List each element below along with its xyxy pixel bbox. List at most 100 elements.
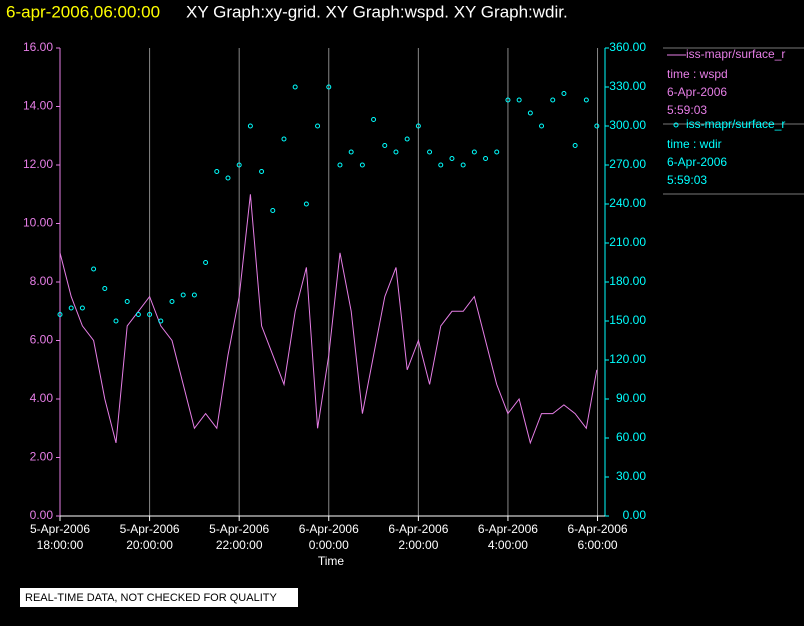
wspd-line <box>59 194 598 445</box>
wdir-point <box>214 169 220 174</box>
y-tick-label: 0.00 <box>30 508 54 522</box>
wdir-point <box>91 266 97 272</box>
title-time: 6-apr-2006,06:00:00 <box>6 2 160 21</box>
wdir-point <box>583 97 589 103</box>
wdir-point <box>68 305 74 311</box>
x-tick-label: 6-Apr-2006 <box>568 522 628 536</box>
wdir-point <box>471 149 477 155</box>
wdir-point <box>57 312 63 317</box>
wdir-point <box>203 260 209 265</box>
wdir-point <box>483 156 489 161</box>
wdir-point <box>572 143 578 148</box>
wdir-point <box>147 312 153 317</box>
wdir-point <box>438 162 444 168</box>
wdir-point <box>158 318 164 324</box>
y-tick-label: 16.00 <box>23 40 53 54</box>
wdir-point <box>337 162 343 168</box>
wdir-point <box>393 149 399 155</box>
y2-tick-label: 330.00 <box>609 79 646 93</box>
legend-detail: 6-Apr-2006 <box>667 155 727 169</box>
y2-tick-label: 270.00 <box>609 157 646 171</box>
x-axis-label: Time <box>318 554 345 568</box>
legend-detail: 6-Apr-2006 <box>667 85 727 99</box>
x-tick-label: 6-Apr-2006 <box>388 522 448 536</box>
wdir-point <box>281 136 287 142</box>
wdir-point <box>371 117 377 122</box>
wdir-point <box>169 299 175 304</box>
x-tick-label: 20:00:00 <box>126 538 173 552</box>
y2-tick-label: 300.00 <box>609 118 646 132</box>
y-tick-label: 4.00 <box>30 391 54 405</box>
wdir-point <box>359 162 365 168</box>
wdir-point <box>382 143 388 148</box>
x-tick-label: 2:00:00 <box>398 538 438 552</box>
footer: REAL-TIME DATA, NOT CHECKED FOR QUALITY <box>25 592 277 604</box>
y2-tick-label: 0.00 <box>623 508 647 522</box>
chart-title: XY Graph:xy-grid. XY Graph:wspd. XY Grap… <box>186 2 568 21</box>
x-tick-label: 5-Apr-2006 <box>30 522 90 536</box>
y-tick-label: 12.00 <box>23 157 53 171</box>
wdir-point <box>494 149 500 155</box>
wdir-point <box>404 136 410 142</box>
wdir-point <box>415 123 421 129</box>
x-tick-label: 6:00:00 <box>578 538 618 552</box>
legend-detail: 5:59:03 <box>667 103 707 117</box>
y2-tick-label: 30.00 <box>616 469 646 483</box>
y2-tick-label: 90.00 <box>616 391 646 405</box>
wdir-point <box>594 123 600 129</box>
footer-box <box>20 588 298 607</box>
x-tick-label: 4:00:00 <box>488 538 528 552</box>
y-tick-label: 2.00 <box>30 450 54 464</box>
wdir-point <box>113 318 119 324</box>
legend-label: iss-mapr/surface_r <box>686 117 785 131</box>
wdir-point <box>124 299 130 304</box>
wdir-point <box>326 84 332 90</box>
legend-label: iss-mapr/surface_r <box>686 47 785 61</box>
y2-tick-label: 180.00 <box>609 274 646 288</box>
wdir-point <box>550 97 556 103</box>
x-tick-label: 6-Apr-2006 <box>299 522 359 536</box>
wdir-point <box>180 292 186 298</box>
y-tick-label: 14.00 <box>23 99 53 113</box>
wdir-point <box>527 110 533 116</box>
y2-tick-label: 240.00 <box>609 196 646 210</box>
legend-detail: 5:59:03 <box>667 173 707 187</box>
wdir-point <box>259 169 265 174</box>
y2-tick-label: 210.00 <box>609 235 646 249</box>
wdir-point <box>348 149 354 155</box>
y-tick-label: 8.00 <box>30 274 54 288</box>
y2-tick-label: 360.00 <box>609 40 646 54</box>
y-tick-label: 10.00 <box>23 216 53 230</box>
wdir-point <box>135 312 141 317</box>
wdir-point <box>102 286 108 291</box>
wdir-point <box>79 305 85 311</box>
wdir-point <box>505 97 511 103</box>
x-tick-label: 18:00:00 <box>37 538 84 552</box>
x-tick-label: 22:00:00 <box>216 538 263 552</box>
wdir-point <box>315 123 321 129</box>
x-tick-label: 6-Apr-2006 <box>478 522 538 536</box>
wdir-point <box>191 292 197 298</box>
y2-tick-label: 150.00 <box>609 313 646 327</box>
wdir-point <box>292 84 298 90</box>
x-tick-label: 5-Apr-2006 <box>209 522 269 536</box>
wdir-point <box>270 208 276 213</box>
x-tick-label: 0:00:00 <box>309 538 349 552</box>
wdir-point <box>247 123 253 129</box>
y2-tick-label: 60.00 <box>616 430 646 444</box>
wdir-point <box>561 91 567 96</box>
wdir-point <box>427 149 433 155</box>
wdir-point <box>460 162 466 168</box>
wdir-point <box>449 156 455 161</box>
wdir-point <box>539 123 545 129</box>
x-tick-label: 5-Apr-2006 <box>120 522 180 536</box>
legend-detail: time : wdir <box>667 137 722 151</box>
wdir-point <box>303 201 309 207</box>
y-tick-label: 6.00 <box>30 333 54 347</box>
wdir-point <box>516 97 522 103</box>
wdir-point <box>225 175 231 181</box>
legend-swatch <box>673 122 679 128</box>
wdir-point <box>236 162 242 168</box>
